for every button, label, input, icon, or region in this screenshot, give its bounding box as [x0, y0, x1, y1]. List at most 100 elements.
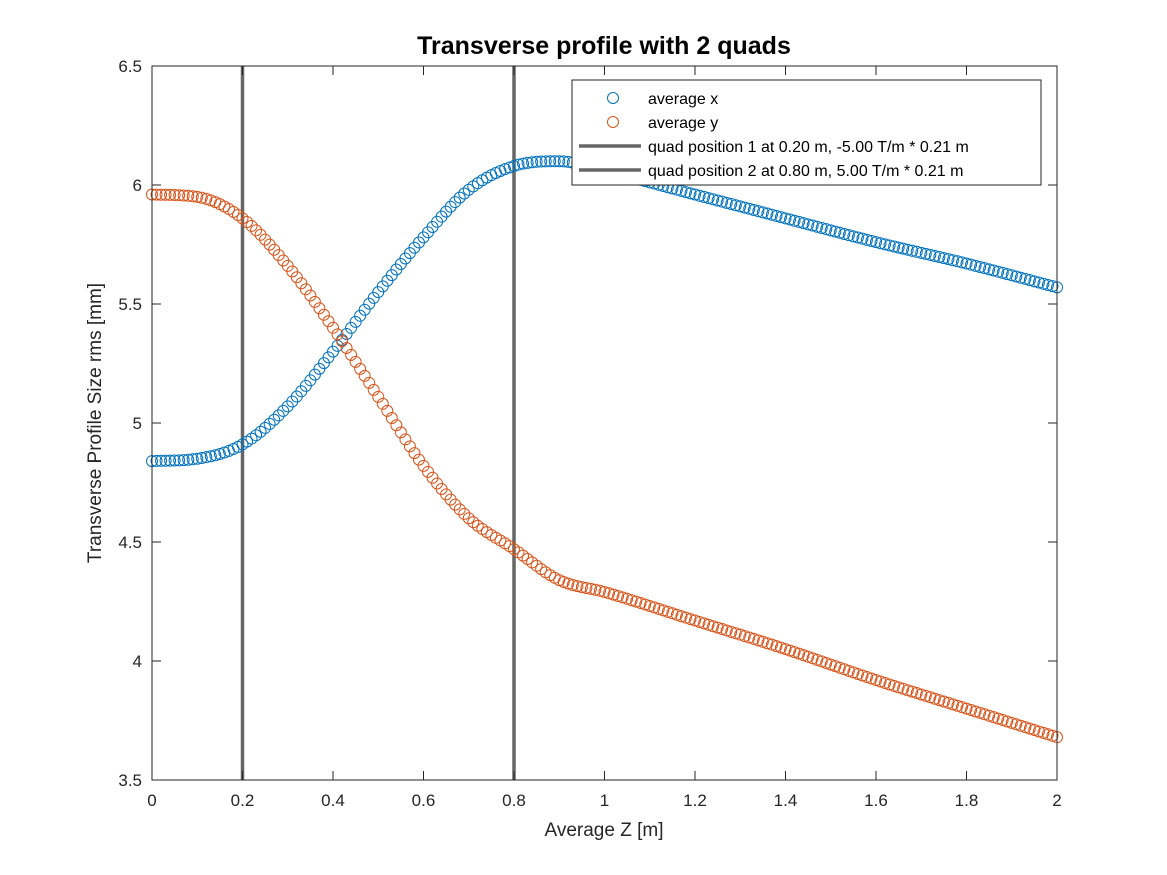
data-point	[734, 200, 747, 213]
data-point	[177, 189, 190, 202]
data-point	[842, 229, 855, 242]
data-point	[734, 628, 747, 641]
data-point	[639, 598, 652, 611]
data-point	[462, 183, 475, 196]
data-point	[892, 241, 905, 254]
legend: average x average y quad position 1 at 0…	[571, 79, 1042, 186]
data-point	[643, 599, 656, 612]
data-point	[1014, 271, 1027, 284]
data-point	[702, 618, 715, 631]
data-point	[870, 236, 882, 249]
data-point	[901, 243, 914, 256]
data-point	[951, 255, 964, 268]
data-point	[575, 581, 588, 594]
data-point	[933, 251, 946, 264]
data-point	[752, 634, 765, 647]
data-point	[625, 594, 638, 607]
data-point	[689, 188, 701, 201]
data-point	[277, 404, 290, 417]
data-point	[263, 417, 276, 430]
data-point	[159, 188, 172, 201]
data-point	[548, 155, 561, 168]
data-point	[408, 447, 421, 460]
data-point	[580, 581, 593, 594]
legend-label-average-x: average x	[648, 91, 718, 108]
data-point	[729, 199, 742, 212]
data-point	[164, 454, 177, 467]
data-point	[390, 419, 403, 432]
data-point	[349, 315, 362, 328]
data-point	[453, 191, 466, 204]
data-point	[1010, 718, 1023, 731]
data-point	[195, 451, 208, 464]
data-point	[562, 577, 575, 590]
data-point	[1005, 716, 1018, 729]
data-point	[860, 233, 873, 246]
data-point	[241, 215, 254, 228]
data-point	[1010, 270, 1023, 283]
data-point	[340, 327, 353, 340]
data-point	[711, 621, 724, 634]
data-point	[462, 512, 475, 525]
data-point	[1032, 725, 1045, 738]
data-point	[946, 254, 959, 267]
data-point	[521, 553, 534, 566]
data-point	[679, 186, 692, 199]
data-point	[720, 196, 733, 209]
data-point	[833, 226, 846, 239]
data-point	[856, 669, 869, 682]
data-point	[670, 608, 683, 621]
data-point	[191, 452, 204, 465]
data-point	[458, 187, 471, 200]
data-point	[747, 203, 760, 216]
data-point	[942, 253, 955, 266]
data-point	[589, 583, 602, 596]
data-point	[707, 620, 720, 633]
data-point	[340, 341, 353, 354]
data-point	[738, 630, 751, 643]
data-point	[250, 429, 263, 442]
data-point	[892, 681, 905, 694]
x-tick-label: 2	[1052, 791, 1061, 810]
data-point	[299, 283, 312, 296]
data-point	[652, 602, 665, 615]
data-point	[331, 328, 344, 341]
data-point	[661, 605, 674, 618]
data-point	[164, 188, 177, 201]
x-tick-label: 1	[600, 791, 609, 810]
data-point	[965, 704, 978, 717]
data-point	[883, 239, 896, 252]
data-point	[358, 369, 371, 382]
data-point	[915, 688, 928, 701]
data-point	[1023, 274, 1036, 287]
data-point	[603, 587, 616, 600]
data-point	[910, 245, 923, 258]
y-tick-label: 6.5	[118, 57, 142, 76]
data-point	[679, 611, 692, 624]
data-point	[327, 321, 339, 334]
data-point	[1046, 280, 1059, 293]
data-point	[584, 582, 597, 595]
data-point	[702, 192, 715, 205]
data-point	[820, 223, 833, 236]
data-point	[788, 646, 801, 659]
data-point	[720, 624, 733, 637]
data-point	[955, 701, 968, 714]
data-point	[612, 590, 625, 603]
data-point	[209, 449, 222, 462]
data-point	[200, 451, 213, 464]
data-point	[860, 671, 873, 684]
data-point	[946, 698, 959, 711]
data-point	[906, 244, 919, 257]
data-point	[168, 454, 181, 467]
data-point	[367, 383, 380, 396]
data-point	[761, 637, 774, 650]
x-tick-label: 1.8	[955, 791, 979, 810]
data-point	[937, 252, 950, 265]
data-point	[675, 610, 688, 623]
data-point	[254, 425, 267, 438]
data-point	[765, 208, 778, 221]
data-point	[725, 625, 738, 638]
legend-label-quad-1: quad position 1 at 0.20 m, -5.00 T/m * 0…	[648, 139, 969, 156]
data-point	[616, 591, 629, 604]
